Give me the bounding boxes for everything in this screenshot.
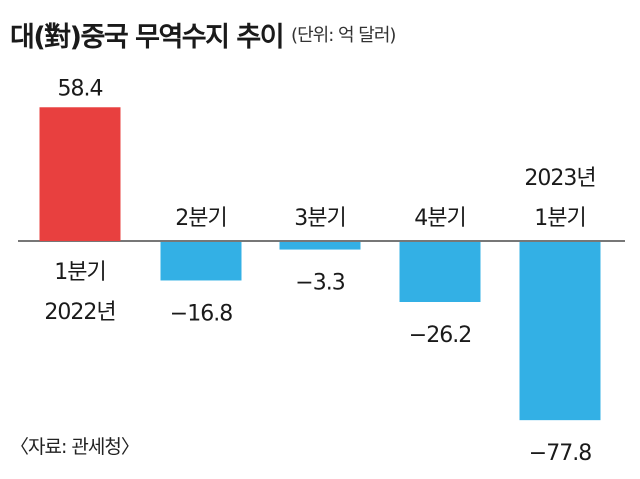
bar-3 [279, 242, 361, 250]
value-label-3: −3.3 [295, 271, 344, 296]
unit-label: (단위: 억 달러) [291, 25, 396, 46]
title-row: 대(對)중국 무역수지 추이 (단위: 억 달러) [10, 12, 630, 56]
value-label-5: −77.8 [529, 441, 591, 466]
value-label-1: 58.4 [58, 76, 103, 101]
bar-4 [399, 242, 481, 302]
chart-title: 대(對)중국 무역수지 추이 [10, 21, 285, 53]
category-label-3-1: 3분기 [294, 206, 345, 231]
value-label-2: −16.8 [170, 301, 232, 326]
category-label-1-1: 1분기 [54, 260, 105, 285]
category-label-2-1: 2분기 [175, 206, 226, 231]
category-label-5-1: 2023년 [524, 166, 595, 191]
category-label-4-1: 4분기 [414, 206, 465, 231]
value-label-4: −26.2 [409, 323, 471, 348]
category-label-5-2: 1분기 [534, 206, 585, 231]
source-note: 〈자료: 관세청〉 [10, 436, 140, 458]
category-label-1-2: 2022년 [44, 300, 115, 325]
bar-5 [519, 242, 601, 421]
bar-2 [160, 242, 242, 281]
bar-1 [39, 107, 121, 241]
